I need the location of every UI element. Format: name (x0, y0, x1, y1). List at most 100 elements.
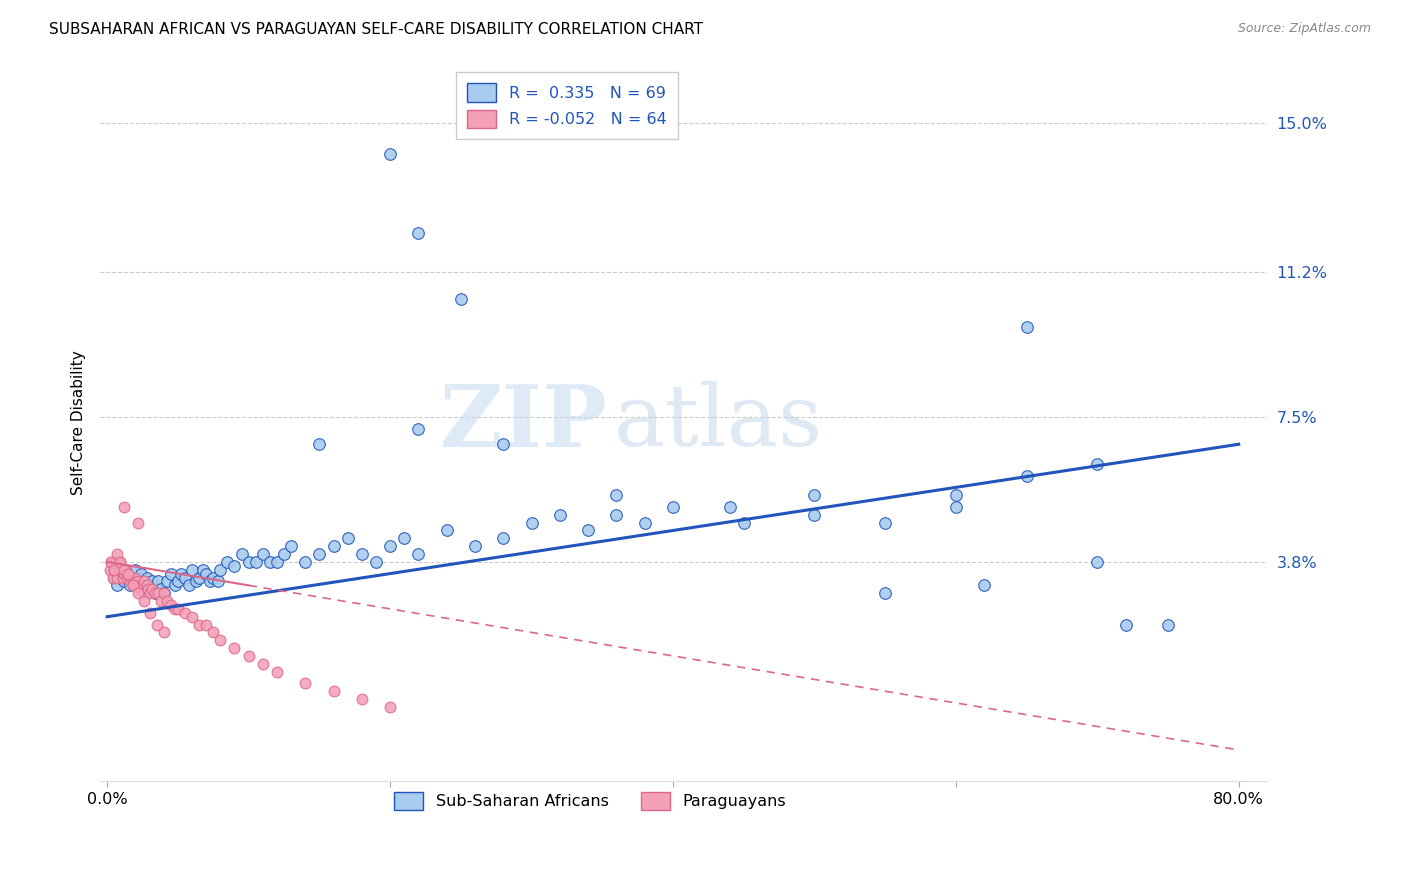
Point (1115, 617, 1137, 632)
Point (200, 574, 222, 589)
Point (125, 578, 148, 592)
Point (181, 609, 204, 624)
Point (266, 555, 288, 569)
Point (128, 582, 150, 597)
Point (143, 586, 166, 600)
Point (408, 547, 430, 561)
Point (129, 566, 152, 581)
Point (105, 547, 128, 561)
Point (273, 547, 295, 561)
Point (124, 563, 146, 577)
Point (138, 578, 160, 592)
Point (188, 617, 211, 632)
Point (108, 555, 131, 569)
Point (112, 574, 135, 589)
Point (308, 437, 330, 451)
Point (135, 578, 157, 592)
Point (149, 594, 172, 608)
Point (174, 570, 197, 584)
Point (101, 570, 124, 584)
Point (152, 586, 174, 600)
Point (195, 566, 218, 581)
Point (129, 578, 152, 592)
Point (576, 524, 599, 538)
Point (107, 563, 129, 577)
Point (155, 594, 177, 608)
Point (117, 566, 139, 581)
Point (209, 633, 232, 648)
Point (224, 641, 246, 656)
Text: atlas: atlas (613, 381, 823, 464)
Point (170, 566, 193, 581)
Point (259, 555, 281, 569)
Point (105, 570, 128, 584)
Text: ZIP: ZIP (440, 381, 607, 465)
Point (112, 566, 135, 581)
Point (146, 574, 169, 589)
Point (1015, 319, 1038, 334)
Point (132, 594, 155, 608)
Point (217, 555, 239, 569)
Point (280, 539, 302, 553)
Point (141, 582, 163, 597)
Point (121, 578, 143, 592)
Point (146, 586, 169, 600)
Point (193, 563, 215, 577)
Point (492, 532, 515, 546)
Point (132, 574, 155, 589)
Point (662, 500, 685, 514)
Point (308, 547, 330, 561)
Point (520, 516, 543, 530)
Point (1085, 555, 1108, 569)
Point (378, 147, 401, 161)
Point (124, 570, 146, 584)
Point (238, 555, 260, 569)
Point (155, 574, 177, 589)
Point (131, 582, 153, 597)
Point (181, 563, 204, 577)
Point (195, 617, 218, 632)
Point (1015, 468, 1038, 483)
Point (141, 574, 163, 589)
Point (110, 570, 132, 584)
Point (100, 555, 122, 569)
Point (114, 563, 136, 577)
Point (875, 516, 897, 530)
Legend: Sub-Saharan Africans, Paraguayans: Sub-Saharan Africans, Paraguayans (388, 785, 793, 816)
Point (634, 516, 657, 530)
Point (98, 563, 121, 577)
Point (450, 292, 472, 306)
Point (186, 574, 208, 589)
Point (115, 566, 138, 581)
Point (408, 226, 430, 240)
Point (718, 500, 741, 514)
Point (135, 570, 157, 584)
Point (165, 578, 187, 592)
Point (165, 602, 187, 616)
Point (103, 563, 125, 577)
Text: Source: ZipAtlas.com: Source: ZipAtlas.com (1237, 22, 1371, 36)
Point (945, 488, 967, 502)
Point (108, 555, 131, 569)
Point (127, 586, 149, 600)
Point (136, 582, 159, 597)
Point (1157, 617, 1180, 632)
Point (127, 574, 149, 589)
Point (207, 574, 229, 589)
Point (408, 421, 430, 435)
Point (104, 555, 127, 569)
Point (803, 508, 825, 522)
Point (179, 578, 201, 592)
Y-axis label: Self-Care Disability: Self-Care Disability (72, 351, 86, 495)
Point (322, 684, 344, 698)
Point (733, 516, 755, 530)
Point (100, 555, 122, 569)
Point (266, 665, 288, 679)
Point (202, 625, 225, 640)
Point (160, 566, 183, 581)
Point (112, 500, 135, 514)
Point (152, 586, 174, 600)
Point (224, 558, 246, 573)
Point (378, 539, 401, 553)
Point (605, 488, 627, 502)
